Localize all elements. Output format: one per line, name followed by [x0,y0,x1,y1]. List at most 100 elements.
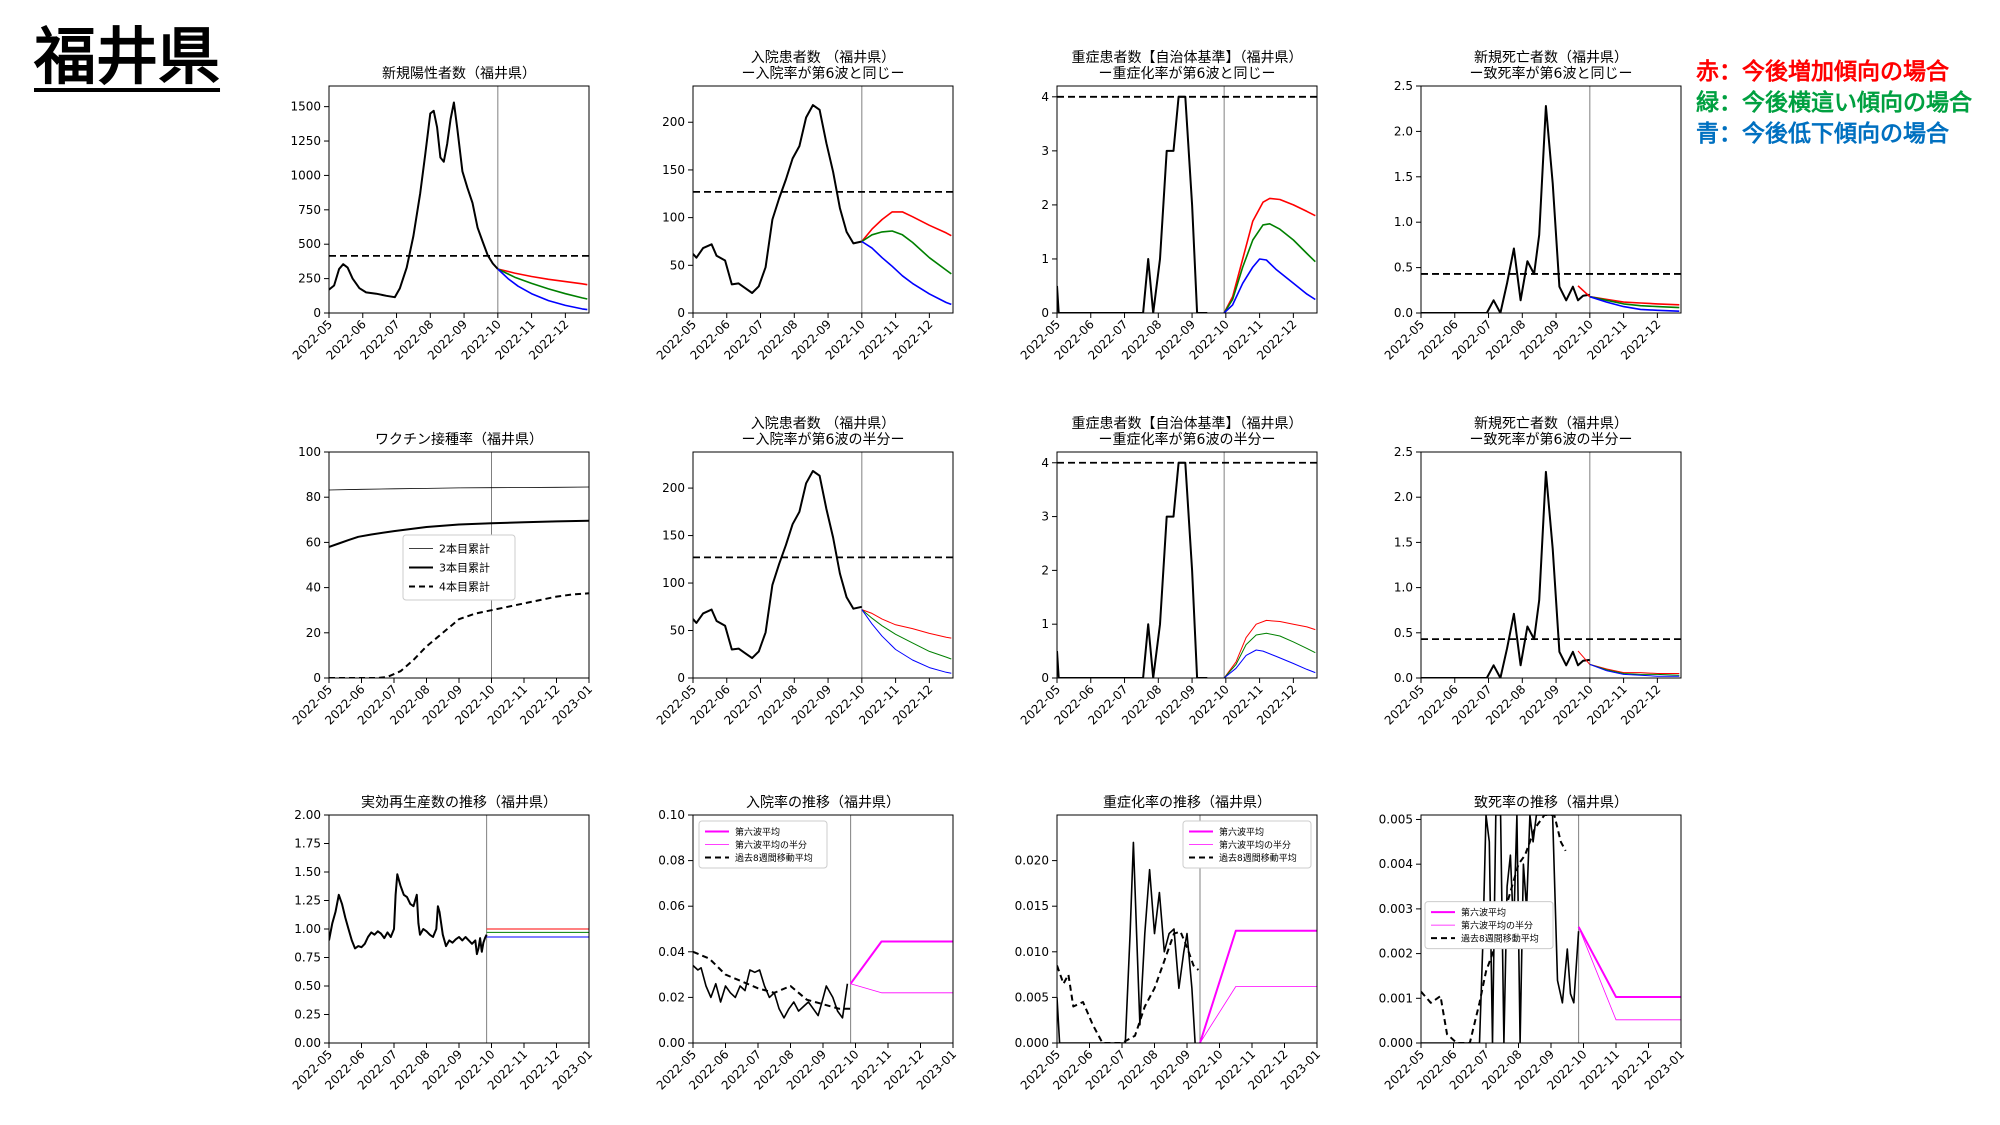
y-tick-label: 0.00 [294,1036,321,1050]
plot-frame [1056,814,1318,1044]
chart-severe-rate: 重症化率の推移（福井県）0.0000.0050.0100.0150.020202… [1015,794,1323,1093]
page-title: 福井県 [34,20,221,93]
y-tick-label: 0.0 [1394,306,1413,320]
series-line-2 [1577,926,1681,998]
plot-frame [328,451,590,679]
series-line-2 [1589,663,1680,676]
legend-label: 2本目累計 [439,542,490,556]
y-tick-label: 2.5 [1394,445,1413,459]
plot-frame [692,451,954,679]
plot-frame [328,814,590,1044]
series-line-0 [693,104,863,294]
legend-label: 第六波平均の半分 [1461,920,1533,932]
y-tick-label: 200 [662,481,685,495]
series-line-2 [861,230,952,275]
y-tick-label: 150 [662,529,685,543]
legend-label: 第六波平均 [735,826,780,838]
plot-area [1057,452,1317,678]
series-line-1 [1223,619,1316,678]
series-line-3 [1223,649,1316,678]
legend-label: 4本目累計 [439,580,490,594]
chart-title: 新規陽性者数（福井県） [382,66,536,82]
series-line-1 [497,268,588,286]
y-tick-label: 200 [662,115,685,129]
series-line-1 [1577,650,1680,674]
y-tick-label: 0.010 [1015,945,1049,959]
series-line-2 [497,268,588,300]
y-tick-label: 0.00 [658,1036,685,1050]
chart-vaccination: ワクチン接種率（福井県）0204060801002022-052022-0620… [290,431,595,728]
series-line-2 [1589,295,1680,309]
chart-new-cases: 新規陽性者数（福井県）02505007501000125015002022-05… [290,66,590,363]
series-line-0 [1421,105,1590,313]
y-tick-label: 0.002 [1379,947,1413,961]
chart-title: 新規死亡者数（福井県） [1474,50,1628,66]
y-tick-label: 0 [677,671,685,685]
y-tick-label: 0.02 [658,990,685,1004]
y-tick-label: 0.04 [658,945,685,959]
series-line-0 [1057,95,1208,313]
series-line-2 [861,609,952,660]
y-tick-label: 0.020 [1015,854,1049,868]
y-tick-label: 0.000 [1379,1036,1413,1050]
y-tick-label: 0.003 [1379,902,1413,916]
series-line-3 [861,240,952,306]
series-line-3 [861,609,952,674]
y-tick-label: 1.5 [1394,535,1413,549]
series-line-0 [1057,841,1196,1043]
plot-frame [328,85,590,314]
series-line-1 [861,609,952,639]
y-tick-label: 0 [677,306,685,320]
y-tick-label: 4 [1041,90,1049,104]
series-line-3 [1578,926,1681,1021]
chart-title: 重症化率の推移（福井県） [1103,794,1271,811]
y-tick-label: 2.0 [1394,490,1413,504]
plot-frame [1056,451,1318,679]
y-tick-label: 2.00 [294,808,321,822]
series-line-3 [1199,986,1317,1043]
chart-title: 入院患者数 （福井県） [751,416,895,432]
chart-title: 重症患者数【自治体基準】（福井県） [1072,49,1303,66]
chart-title: ー致死率が第6波と同じー [1470,65,1633,82]
y-tick-label: 1.25 [294,894,321,908]
y-tick-label: 150 [662,163,685,177]
plot-frame [1420,451,1682,679]
chart-title: 新規死亡者数（福井県） [1474,416,1628,432]
series-line-2 [1199,929,1317,1043]
y-tick-label: 3 [1041,510,1049,524]
series-line-1 [1057,930,1200,1043]
chart-title: 実効再生産数の推移（福井県） [361,795,557,811]
legend-blue-note: 青：今後低下傾向の場合 [1696,121,1949,147]
chart-fatality-rate: 致死率の推移（福井県） 0.000 0.001 0.002 0.003 0.004 0.00… [1379,794,1687,1093]
y-tick-label: 2.5 [1394,79,1413,93]
y-tick-label: 0.015 [1015,899,1049,913]
y-tick-label: 0 [1041,306,1049,320]
plot-frame [692,85,954,314]
series-line-0 [329,486,589,491]
y-tick-label: 1250 [290,134,321,148]
chart-inpatients-half: 入院患者数 （福井県）ー入院率が第6波の半分ー0501001502002022-… [654,416,954,728]
y-tick-label: 250 [298,272,321,286]
y-tick-label: 0.004 [1379,857,1413,871]
chart-severe-same: 重症患者数【自治体基準】（福井県）ー重症化率が第6波と同じー012342022-… [1018,49,1318,363]
series-line-2 [329,592,589,678]
series-line-0 [329,873,488,956]
series-line-3 [1223,258,1316,313]
y-tick-label: 1500 [290,100,321,114]
y-tick-label: 0.08 [658,854,685,868]
legend-green-note: 緑：今後横這い傾向の場合 [1696,90,1972,116]
y-tick-label: 0.0 [1394,671,1413,685]
y-tick-label: 0.5 [1394,626,1413,640]
plot-area [329,86,589,313]
y-tick-label: 60 [306,535,321,549]
chart-title: ー入院率が第6波の半分ー [742,431,905,448]
series-line-0 [693,964,849,1019]
plot-frame [1056,85,1318,314]
chart-title: 重症患者数【自治体基準】（福井県） [1072,415,1303,432]
legend-label: 第六波平均 [1461,907,1506,919]
series-line-0 [1057,461,1208,678]
series-line-2 [1223,632,1316,678]
series-line-1 [1223,197,1316,313]
series-line-3 [1589,295,1680,312]
